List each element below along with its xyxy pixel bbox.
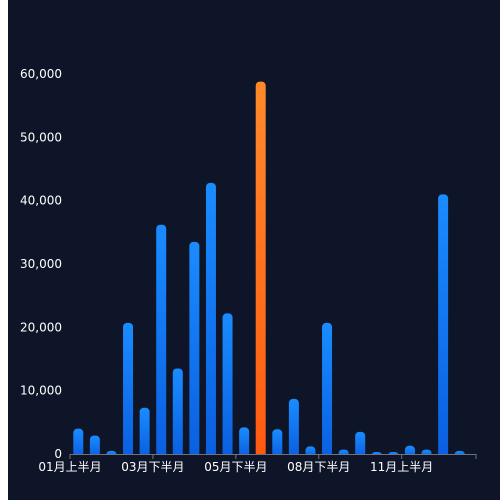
x-axis: 01月上半月 03月下半月 05月下半月 08月下半月 11月上半月 [38,454,477,474]
bar [272,429,283,457]
x-tick-label: 08月下半月 [287,460,350,474]
y-tick-label: 40,000 [20,194,62,208]
bar [139,407,150,457]
x-tick-label: 11月上半月 [370,460,433,474]
bar-highlight [255,81,266,457]
bar [73,428,84,457]
x-tick-label: 03月下半月 [121,460,184,474]
bar [156,224,167,457]
bar [288,398,299,457]
bar [222,313,233,457]
bar [355,431,366,457]
bar [89,435,100,457]
chart-panel: 0 10,000 20,000 30,000 40,000 50,000 60,000 01… [8,0,500,500]
y-tick-label: 30,000 [20,257,62,271]
bar [123,322,134,457]
bar [322,322,333,457]
x-tick-label: 05月下半月 [204,460,267,474]
y-tick-label: 20,000 [20,320,62,334]
bar [189,241,200,457]
bar [438,194,449,458]
y-tick-label: 60,000 [20,67,62,81]
bar-base-mask [68,455,476,459]
bar [205,182,216,457]
bars [68,81,476,459]
y-tick-label: 0 [54,447,62,461]
y-axis: 0 10,000 20,000 30,000 40,000 50,000 60,000 [20,67,62,461]
y-tick-label: 50,000 [20,130,62,144]
y-tick-label: 10,000 [20,384,62,398]
x-tick-label: 01月上半月 [38,460,101,474]
bar [239,427,250,457]
bar-chart: 0 10,000 20,000 30,000 40,000 50,000 60,000 01… [20,67,477,474]
bar [172,368,183,457]
